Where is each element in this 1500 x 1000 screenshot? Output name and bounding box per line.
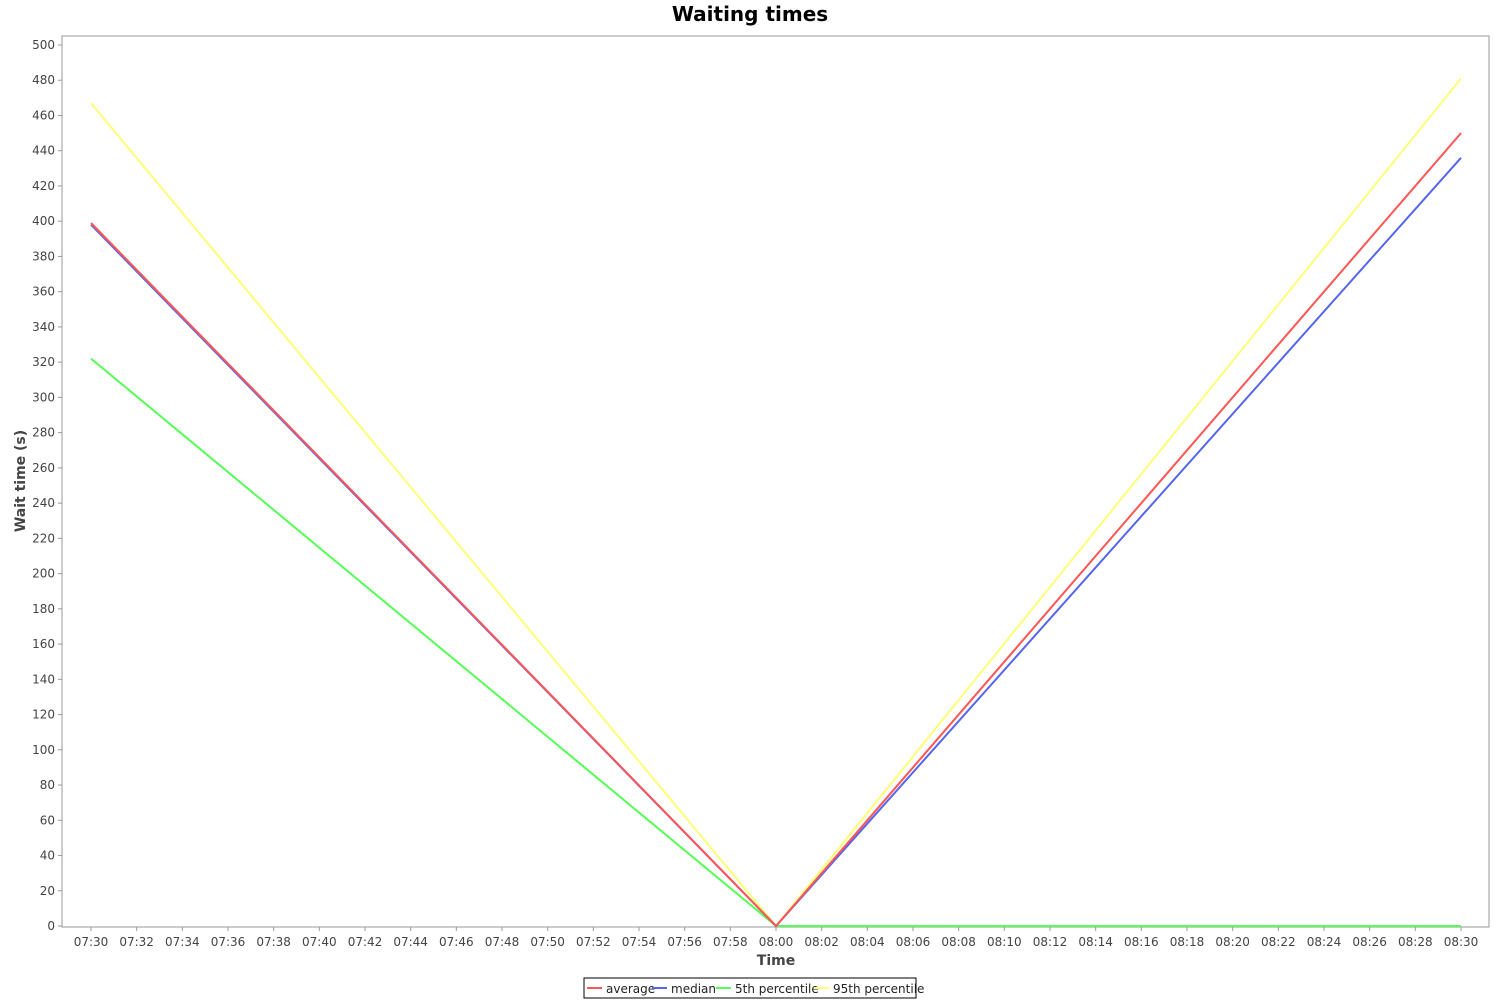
chart-title: Waiting times	[672, 2, 828, 26]
y-tick-label: 200	[32, 567, 55, 581]
x-tick-label: 07:52	[576, 935, 611, 949]
y-tick-label: 460	[32, 108, 55, 122]
legend-label: 5th percentile	[735, 982, 819, 996]
x-axis-label: Time	[757, 953, 795, 969]
y-tick-label: 40	[40, 849, 55, 863]
y-tick-label: 240	[32, 496, 55, 510]
x-tick-label: 07:34	[165, 935, 200, 949]
y-tick-label: 360	[32, 285, 55, 299]
y-tick-label: 320	[32, 355, 55, 369]
legend: average median 5th percentile 95th percenti…	[583, 977, 924, 999]
y-tick-label: 300	[32, 390, 55, 404]
x-tick-label: 07:48	[485, 935, 520, 949]
y-tick-label: 500	[32, 38, 55, 52]
y-tick-label: 160	[32, 637, 55, 651]
legend-label: median	[671, 982, 716, 996]
x-tick-label: 08:24	[1307, 935, 1342, 949]
y-tick-label: 480	[32, 73, 55, 87]
y-tick-label: 120	[32, 708, 55, 722]
x-tick-label: 08:02	[804, 935, 839, 949]
y-axis-label: Wait time (s)	[13, 430, 29, 532]
y-tick-label: 340	[32, 320, 55, 334]
y-tick-label: 60	[40, 813, 55, 827]
x-tick-label: 07:30	[74, 935, 109, 949]
y-tick-label: 380	[32, 249, 55, 263]
x-tick-label: 08:08	[941, 935, 976, 949]
x-tick-label: 08:22	[1261, 935, 1296, 949]
x-tick-label: 08:06	[896, 935, 931, 949]
x-tick-label: 07:58	[713, 935, 748, 949]
y-tick-label: 180	[32, 602, 55, 616]
x-tick-label: 07:56	[667, 935, 702, 949]
y-tick-label: 80	[40, 778, 55, 792]
y-tick-label: 20	[40, 884, 55, 898]
series-layer	[90, 77, 1462, 928]
x-tick-label: 08:30	[1444, 935, 1479, 949]
y-tick-label: 100	[32, 743, 55, 757]
x-tick-label: 07:50	[530, 935, 565, 949]
y-tick-label: 280	[32, 426, 55, 440]
x-tick-label: 07:32	[119, 935, 154, 949]
plot-area	[61, 35, 1490, 928]
x-tick-label: 07:36	[211, 935, 246, 949]
ticks-layer: 0 20 40 60 80 100 120 140 160 180 200 220 240 260 280 3…	[32, 38, 1478, 949]
x-tick-label: 08:26	[1352, 935, 1387, 949]
legend-label: average	[606, 982, 655, 996]
y-tick-label: 400	[32, 214, 55, 228]
x-tick-label: 07:46	[439, 935, 474, 949]
y-tick-label: 140	[32, 672, 55, 686]
x-tick-label: 07:44	[393, 935, 428, 949]
y-tick-label: 420	[32, 179, 55, 193]
x-tick-label: 08:10	[987, 935, 1022, 949]
legend-label: 95th percentile	[833, 982, 924, 996]
x-tick-label: 08:16	[1124, 935, 1159, 949]
x-tick-label: 08:14	[1078, 935, 1113, 949]
series-line-0	[90, 132, 1462, 928]
x-tick-label: 08:18	[1170, 935, 1205, 949]
y-tick-label: 0	[47, 919, 55, 933]
x-tick-label: 07:40	[302, 935, 337, 949]
y-tick-label: 260	[32, 461, 55, 475]
y-tick-label: 220	[32, 531, 55, 545]
x-tick-label: 08:12	[1033, 935, 1068, 949]
y-tick-label: 440	[32, 144, 55, 158]
x-tick-label: 07:54	[622, 935, 657, 949]
x-tick-label: 08:28	[1398, 935, 1433, 949]
x-tick-label: 07:38	[256, 935, 291, 949]
x-tick-label: 08:00	[759, 935, 794, 949]
x-tick-label: 08:04	[850, 935, 885, 949]
x-tick-label: 08:20	[1215, 935, 1250, 949]
legend-box	[583, 977, 917, 999]
x-tick-label: 07:42	[348, 935, 383, 949]
